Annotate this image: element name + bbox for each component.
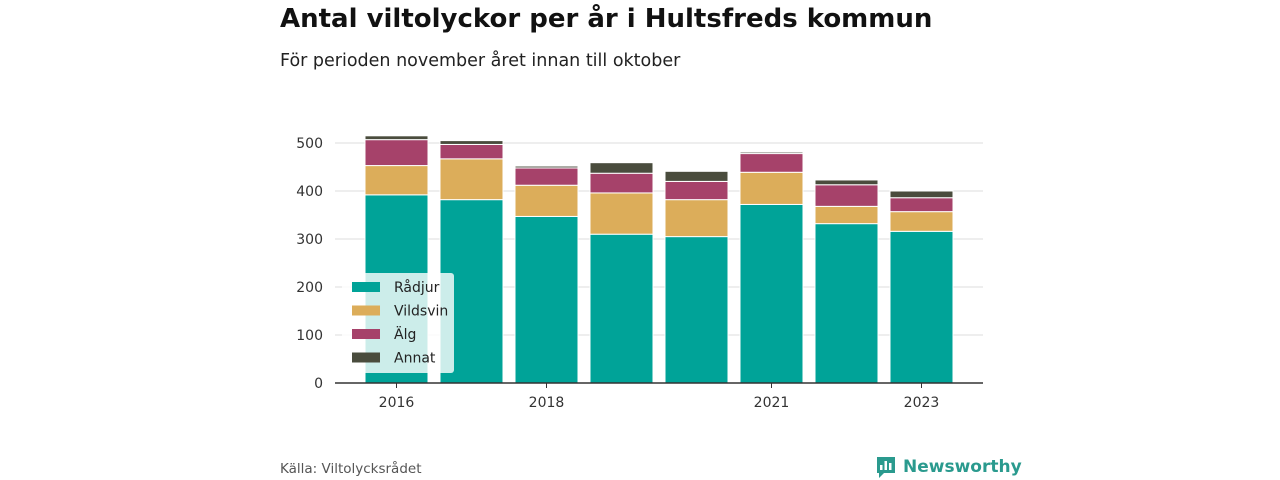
bar-segment bbox=[364, 139, 429, 167]
bar-segment bbox=[889, 197, 954, 213]
brand-name: Newsworthy bbox=[903, 457, 1022, 477]
legend-label: Älg bbox=[394, 325, 416, 343]
bar-segment bbox=[814, 184, 879, 207]
bar-segment bbox=[814, 205, 879, 225]
chart-title: Antal viltolyckor per år i Hultsfreds ko… bbox=[280, 4, 933, 34]
legend-swatch bbox=[352, 329, 380, 339]
x-tick-label: 2016 bbox=[379, 395, 415, 411]
bar-segment bbox=[889, 190, 954, 199]
axes: 0 100 200 300 400 500 2016 2018 2021 2023 bbox=[296, 136, 983, 411]
y-tick-label: 100 bbox=[296, 328, 323, 344]
y-tick-label: 400 bbox=[296, 184, 323, 200]
source-note: Källa: Viltolycksrådet bbox=[280, 461, 422, 477]
bar-segment bbox=[739, 171, 804, 205]
bar-segment bbox=[514, 215, 579, 384]
legend-box bbox=[342, 273, 454, 373]
bar-segment bbox=[664, 180, 729, 201]
bar-segment bbox=[889, 211, 954, 232]
bar-segment bbox=[589, 233, 654, 384]
y-tick-label: 200 bbox=[296, 280, 323, 296]
bar-segment bbox=[739, 151, 804, 155]
y-tick-label: 500 bbox=[296, 136, 323, 152]
bar-segment bbox=[814, 179, 879, 186]
legend-label: Vildsvin bbox=[394, 304, 448, 320]
bar-segment bbox=[439, 158, 504, 201]
chart-subtitle: För perioden november året innan till ok… bbox=[280, 51, 681, 71]
bar-segment bbox=[364, 135, 429, 141]
bar-segment bbox=[364, 165, 429, 196]
bar-segment bbox=[664, 236, 729, 384]
legend-label: Rådjur bbox=[394, 279, 440, 296]
bar-segment bbox=[514, 167, 579, 186]
bar-segment bbox=[514, 184, 579, 217]
bar-segment bbox=[439, 143, 504, 160]
newsworthy-logo-icon bbox=[877, 457, 895, 478]
bar-segment bbox=[664, 170, 729, 182]
bar-segment bbox=[664, 199, 729, 238]
x-tick-label: 2023 bbox=[904, 395, 940, 411]
bar-segment bbox=[739, 203, 804, 384]
bar-segment bbox=[589, 162, 654, 174]
legend-swatch bbox=[352, 282, 380, 292]
legend-swatch bbox=[352, 305, 380, 316]
brand-logo[interactable]: Newsworthy bbox=[875, 455, 1022, 479]
y-tick-label: 0 bbox=[314, 376, 323, 392]
legend-label: Annat bbox=[394, 351, 436, 367]
bar-segment bbox=[814, 223, 879, 384]
bar-segment bbox=[439, 140, 504, 145]
bar-segment bbox=[589, 172, 654, 194]
bar-segment bbox=[514, 165, 579, 169]
bar-segment bbox=[589, 192, 654, 235]
legend-swatch bbox=[352, 352, 380, 363]
x-tick-label: 2021 bbox=[754, 395, 790, 411]
y-tick-label: 300 bbox=[296, 232, 323, 248]
legend: Rådjur Vildsvin Älg Annat bbox=[342, 273, 454, 373]
bar-segment bbox=[889, 230, 954, 384]
x-tick-label: 2018 bbox=[529, 395, 565, 411]
bar-segment bbox=[739, 153, 804, 173]
